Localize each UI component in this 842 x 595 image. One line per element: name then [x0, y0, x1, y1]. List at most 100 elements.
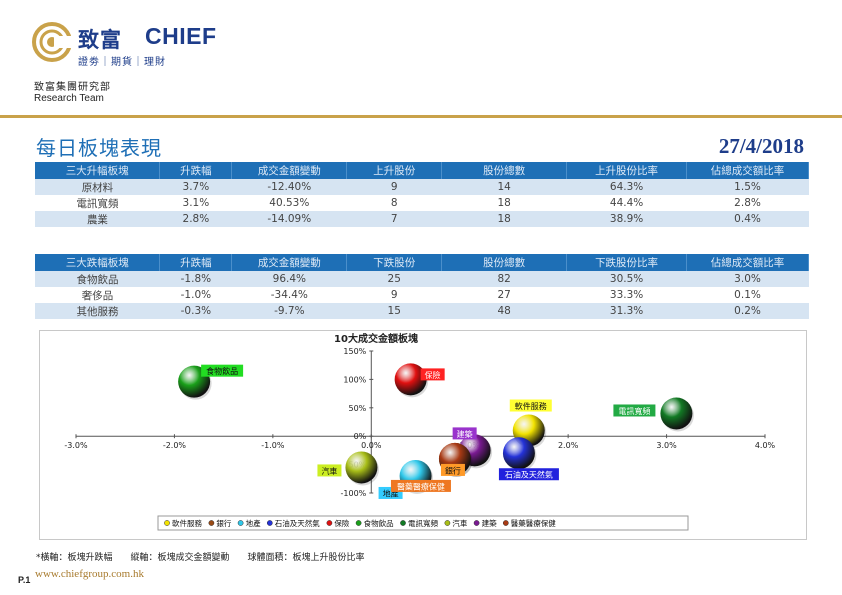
chart-title: 10大成交金額板塊 — [334, 332, 418, 345]
brand-tagline: 證劵｜期貨｜理財 — [78, 57, 166, 68]
column-header: 三大升幅板塊 — [35, 162, 161, 179]
x-tick-label: 4.0% — [755, 441, 776, 450]
y-tick-label: 150% — [343, 347, 366, 356]
table-row: 其他服務 -0.3% -9.7% 15 48 31.3% 0.2% — [35, 303, 809, 319]
department-en: Research Team — [34, 93, 104, 104]
cell: 82 — [441, 271, 567, 287]
sector-bubble-chart: 10大成交金額板塊-3.0%-2.0%-1.0%0.0%1.0%2.0%3.0%… — [39, 330, 807, 540]
data-label: 食物飲品 — [206, 366, 238, 376]
column-header: 佔總成交額比率 — [686, 254, 809, 271]
legend-box — [157, 515, 689, 531]
page-number: P.1 — [18, 575, 31, 585]
data-label: 石油及天然氣 — [505, 470, 553, 480]
cell: 7 — [346, 211, 442, 227]
chart-canvas: 10大成交金額板塊-3.0%-2.0%-1.0%0.0%1.0%2.0%3.0%… — [64, 332, 776, 531]
column-header: 上升股份 — [346, 162, 443, 179]
data-label-bg — [440, 463, 465, 476]
y-tick-label: 100% — [343, 375, 366, 384]
bubble — [394, 363, 427, 396]
website-link[interactable]: www.chiefgroup.com.hk — [35, 568, 144, 580]
x-tick-label: -3.0% — [64, 441, 88, 450]
top-losers-table: 三大跌幅板塊 升跌幅 成交金額變動 下跌股份 股份總數 下跌股份比率 佔總成交額… — [35, 254, 809, 319]
legend-label: 軟件服務 — [172, 518, 202, 528]
cell: -12.40% — [231, 179, 347, 195]
legend-marker — [355, 520, 362, 526]
table-row: 原材料 3.7% -12.40% 9 14 64.3% 1.5% — [35, 179, 809, 195]
x-tick-label: 2.0% — [558, 441, 579, 450]
x-tick-label: 0.0% — [361, 441, 382, 450]
bubble — [345, 451, 378, 484]
data-label-bg — [613, 404, 656, 417]
data-label-bg — [420, 368, 445, 381]
legend-label: 醫藥醫療保健 — [511, 518, 556, 528]
data-label: 保險 — [425, 370, 441, 380]
table-row: 電訊寬頻 3.1% 40.53% 8 18 44.4% 2.8% — [35, 195, 809, 211]
legend-label: 保險 — [334, 518, 349, 528]
chart-footnote: *橫軸：板塊升跌幅 縱軸：板塊成交金額變動 球體面積：板塊上升股份比率 — [36, 553, 365, 563]
department-cn: 致富集團研究部 — [34, 82, 111, 93]
cell: -9.7% — [231, 303, 347, 319]
chief-logo-mark-icon — [32, 22, 72, 62]
cell: 40.53% — [231, 195, 347, 211]
cell: -14.09% — [231, 211, 347, 227]
cell: 0.2% — [686, 303, 809, 319]
column-header: 股份總數 — [441, 254, 568, 271]
x-tick-label: -2.0% — [163, 441, 187, 450]
data-label-bg — [201, 364, 244, 377]
legend-label: 銀行 — [216, 518, 231, 528]
cell: 96.4% — [231, 271, 347, 287]
x-tick-label: 3.0% — [656, 441, 677, 450]
cell: 31.3% — [566, 303, 687, 319]
cell: 44.4% — [566, 195, 687, 211]
sector-name: 原材料 — [35, 179, 160, 195]
report-date: 27/4/2018 — [718, 134, 804, 158]
cell: 3.7% — [159, 179, 232, 195]
column-header: 下跌股份比率 — [566, 254, 688, 271]
sector-name: 食物飲品 — [35, 271, 160, 287]
table-row: 奢侈品 -1.0% -34.4% 9 27 33.3% 0.1% — [35, 287, 809, 303]
data-label: 地產 — [383, 488, 399, 498]
table-row: 農業 2.8% -14.09% 7 18 38.9% 0.4% — [35, 211, 809, 227]
data-label: 建築 — [457, 429, 473, 439]
cell: 15 — [346, 303, 442, 319]
column-header: 升跌幅 — [159, 162, 233, 179]
cell: -1.8% — [159, 271, 232, 287]
cell: 2.8% — [686, 195, 809, 211]
data-label: 軟件服務 — [515, 401, 547, 411]
cell: 14 — [441, 179, 567, 195]
cell: 33.3% — [566, 287, 687, 303]
column-header: 三大跌幅板塊 — [35, 254, 161, 271]
table-row: 食物飲品 -1.8% 96.4% 25 82 30.5% 3.0% — [35, 271, 809, 287]
header-divider — [0, 115, 842, 118]
brand-name-en: CHIEF — [145, 23, 217, 49]
legend-marker — [237, 520, 244, 526]
data-label-bg — [390, 479, 451, 492]
cell: 8 — [346, 195, 442, 211]
sector-name: 電訊寬頻 — [35, 195, 160, 211]
cell: 64.3% — [566, 179, 687, 195]
column-header: 成交金額變動 — [231, 162, 348, 179]
brand-name-cn: 致富 — [78, 28, 122, 52]
table-header-row: 三大跌幅板塊 升跌幅 成交金額變動 下跌股份 股份總數 下跌股份比率 佔總成交額… — [35, 254, 809, 271]
sector-name: 農業 — [35, 211, 160, 227]
x-tick-label: -1.0% — [261, 441, 285, 450]
cell: 3.1% — [159, 195, 232, 211]
cell: 1.5% — [686, 179, 809, 195]
page-title: 每日板塊表現 — [36, 136, 162, 160]
data-label: 醫藥醫療保健 — [397, 481, 445, 491]
legend-marker — [326, 520, 333, 526]
legend-label: 汽車 — [452, 518, 467, 528]
cell: 3.0% — [686, 271, 809, 287]
legend-marker — [164, 520, 170, 526]
cell: 48 — [441, 303, 567, 319]
column-header: 下跌股份 — [346, 254, 443, 271]
cell: 27 — [441, 287, 567, 303]
y-tick-label: 50% — [349, 404, 367, 413]
column-header: 佔總成交額比率 — [686, 162, 809, 179]
top-gainers-table: 三大升幅板塊 升跌幅 成交金額變動 上升股份 股份總數 上升股份比率 佔總成交額… — [35, 162, 809, 227]
cell: -34.4% — [231, 287, 347, 303]
sector-name: 奢侈品 — [35, 287, 160, 303]
cell: 18 — [441, 211, 567, 227]
cell: -0.3% — [159, 303, 232, 319]
column-header: 升跌幅 — [159, 254, 233, 271]
